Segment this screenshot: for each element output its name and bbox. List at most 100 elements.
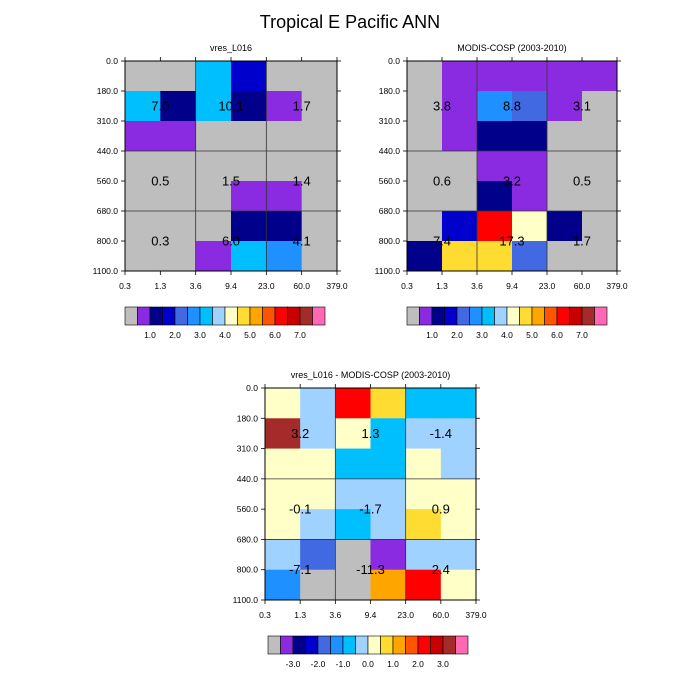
heatmap-cell	[195, 121, 232, 152]
heatmap-cell	[442, 181, 478, 212]
colorbar-box	[330, 635, 344, 655]
colorbar-box	[417, 635, 431, 655]
block-value-label: 1.7	[573, 234, 591, 249]
heatmap-cell	[442, 121, 478, 152]
heatmap-cell	[407, 121, 443, 152]
colorbar-box	[149, 306, 163, 326]
figure-title: Tropical E Pacific ANN	[260, 12, 440, 32]
colorbar-label: 7.0	[576, 330, 588, 340]
heatmap-cell	[547, 211, 583, 242]
colorbar-box	[187, 306, 201, 326]
y-tick-label: 680.0	[379, 206, 401, 216]
heatmap-cell	[301, 121, 338, 152]
block-value-label: 1.7	[293, 99, 311, 114]
colorbar-label: 0.0	[362, 659, 374, 669]
colorbar-box	[174, 306, 188, 326]
heatmap-cell	[440, 569, 477, 601]
colorbar-box	[287, 306, 301, 326]
colorbar-box	[494, 306, 508, 326]
colorbar-box	[355, 635, 369, 655]
heatmap-cell	[301, 61, 338, 92]
block-value-label: 0.6	[433, 174, 451, 189]
colorbar-box	[262, 306, 276, 326]
heatmap-cell	[370, 539, 407, 571]
colorbar-box	[342, 635, 356, 655]
x-tick-label: 23.0	[258, 281, 275, 291]
heatmap-cell	[160, 181, 197, 212]
colorbar-box	[519, 306, 533, 326]
colorbar-box	[406, 306, 420, 326]
x-tick-label: 9.4	[225, 281, 237, 291]
heatmap-cell	[512, 91, 548, 122]
colorbar-box	[469, 306, 483, 326]
y-tick-label: 180.0	[379, 86, 401, 96]
x-tick-label: 0.3	[401, 281, 413, 291]
heatmap-cell	[301, 151, 338, 182]
heatmap-cell	[547, 181, 583, 212]
y-tick-label: 560.0	[237, 504, 259, 514]
heatmap-cell	[547, 91, 583, 122]
heatmap-cell	[477, 91, 513, 122]
colorbar-box	[299, 306, 313, 326]
heatmap-cell	[582, 91, 618, 122]
x-tick-label: 23.0	[397, 610, 414, 620]
heatmap-cell	[582, 121, 618, 152]
colorbar-label: 2.0	[451, 330, 463, 340]
heatmap-cell	[405, 418, 442, 450]
heatmap-cell	[440, 418, 477, 450]
heatmap-cell	[477, 181, 513, 212]
heatmap-cell	[265, 569, 301, 601]
heatmap-cell	[477, 121, 513, 152]
colorbar-box	[544, 306, 558, 326]
heatmap-cell	[266, 61, 303, 92]
heatmap-cell	[405, 509, 442, 540]
block-value-label: -11.3	[356, 562, 385, 577]
block-value-label: 6.0	[222, 234, 240, 249]
heatmap-cell	[370, 509, 407, 540]
heatmap-cell	[266, 211, 303, 242]
x-tick-label: 60.0	[433, 610, 450, 620]
block-value-label: 17.3	[499, 234, 524, 249]
heatmap-cell	[231, 181, 267, 212]
block-value-label: 0.5	[151, 174, 169, 189]
colorbar-box	[292, 635, 306, 655]
y-tick-label: 180.0	[237, 413, 259, 423]
heatmap-cell	[582, 151, 618, 182]
colorbar-label: -3.0	[286, 659, 301, 669]
heatmap-cell	[335, 478, 371, 510]
heatmap-cell	[300, 418, 336, 450]
heatmap-cell	[442, 61, 478, 92]
heatmap-cell	[405, 569, 442, 601]
heatmap-cell	[231, 211, 267, 242]
colorbar-label: 1.0	[426, 330, 438, 340]
heatmap-cell	[231, 91, 267, 122]
heatmap-cell	[407, 211, 443, 242]
x-tick-label: 0.3	[119, 281, 131, 291]
colorbar-label: 1.0	[387, 659, 399, 669]
colorbar-label: 1.0	[144, 330, 156, 340]
colorbar-label: 4.0	[219, 330, 231, 340]
y-tick-label: 180.0	[97, 86, 119, 96]
colorbar-box	[249, 306, 263, 326]
heatmap-panel-1: vres_L016 7.0 10.1 1.7 0.5 1.5 1.4 0.3 6.0 4.1 0.3…	[93, 43, 348, 340]
x-tick-label: 60.0	[574, 281, 591, 291]
heatmap-cell	[582, 61, 618, 92]
y-tick-label: 1100.0	[93, 266, 119, 276]
heatmap-cell	[125, 211, 161, 242]
heatmap-cell	[266, 91, 303, 122]
colorbar-box	[305, 635, 319, 655]
heatmap-cell	[547, 241, 583, 272]
heatmap-cell	[300, 539, 336, 571]
block-value-label: 3.8	[433, 99, 451, 114]
heatmap-cell	[582, 241, 618, 272]
block-value-label: 4.1	[293, 234, 311, 249]
heatmap-cell	[512, 181, 548, 212]
heatmap-cell	[160, 61, 197, 92]
x-tick-label: 9.4	[506, 281, 518, 291]
x-tick-label: 1.3	[154, 281, 166, 291]
y-tick-label: 560.0	[97, 176, 119, 186]
block-value-label: -1.4	[430, 426, 452, 441]
colorbar-label: 7.0	[294, 330, 306, 340]
heatmap-cell	[265, 509, 301, 540]
